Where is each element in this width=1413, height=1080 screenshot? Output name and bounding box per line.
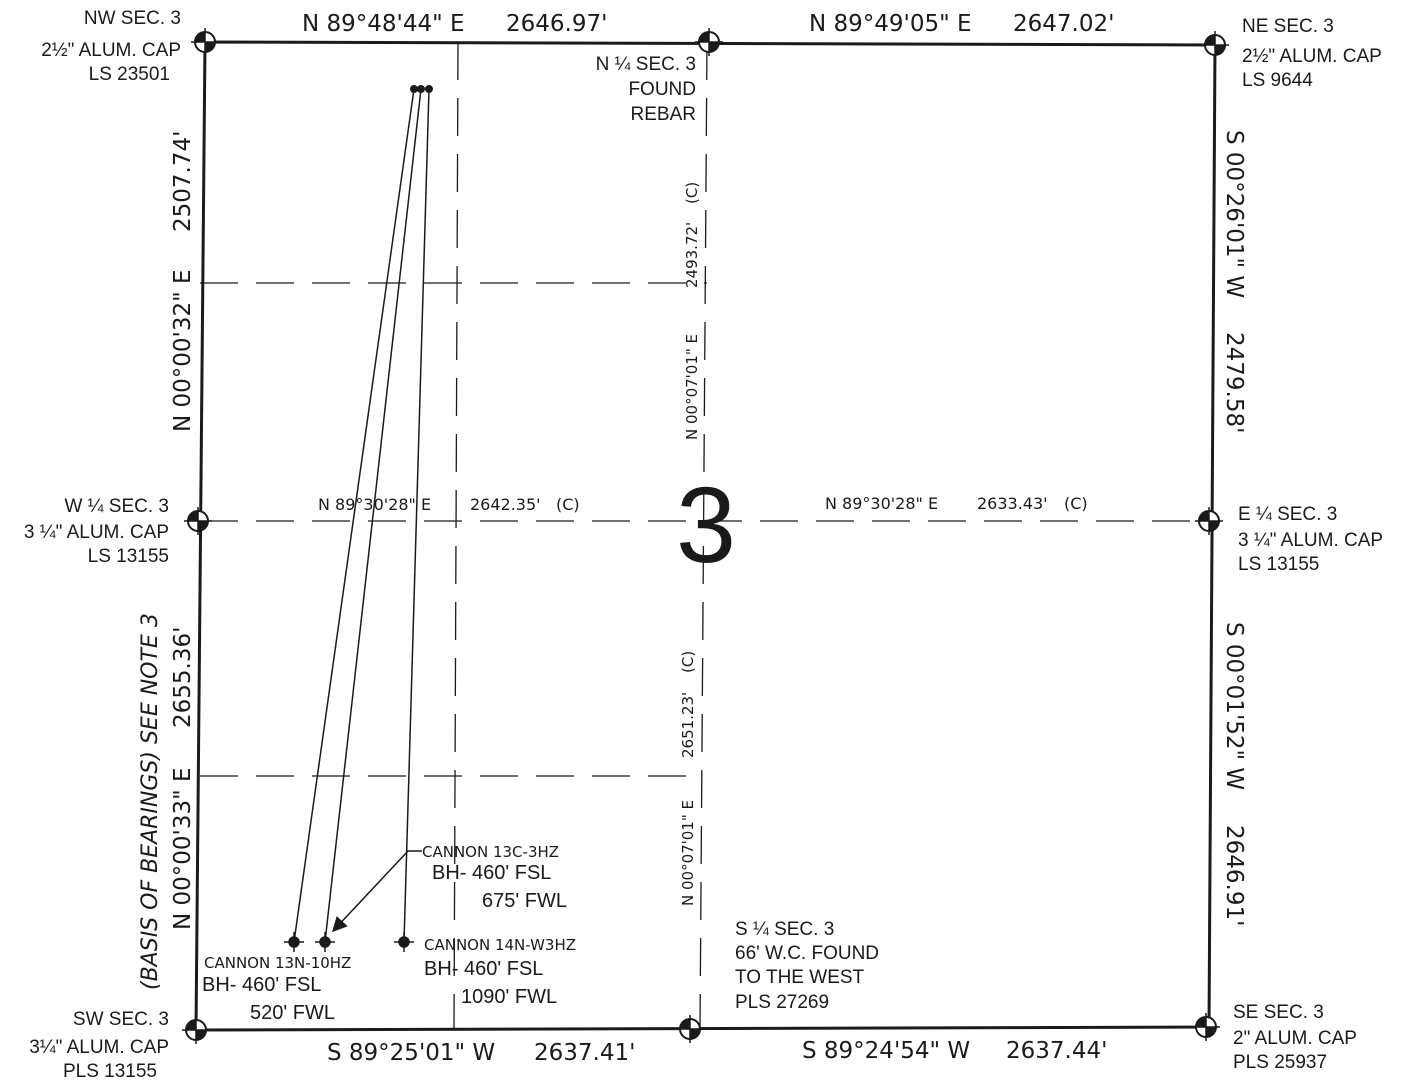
svg-text:675' FWL: 675' FWL [482, 890, 567, 912]
svg-text:CANNON 14N-W3HZ: CANNON 14N-W3HZ [424, 936, 576, 954]
north-east-distance: 2647.02' [1013, 11, 1114, 37]
svg-text:2½" ALUM. CAP: 2½" ALUM. CAP [41, 40, 181, 61]
south-west-distance: 2637.41' [534, 1040, 635, 1066]
center-west-distance: 2642.35' [470, 495, 541, 514]
west-south-bearing: N 00°00'33" E [170, 767, 196, 930]
corner-label-n-quarter: N ¼ SEC. 3 FOUND REBAR [596, 54, 696, 125]
corner-label-se: SE SEC. 3 2" ALUM. CAP PLS 25937 [1233, 1002, 1357, 1073]
monuments [182, 28, 1229, 1044]
svg-text:CANNON 13N-10HZ: CANNON 13N-10HZ [204, 954, 351, 972]
south-west-bearing: S 89°25'01" W [327, 1040, 495, 1066]
svg-text:LS 13155: LS 13155 [1238, 554, 1319, 575]
center-south-distance: 2651.23' [679, 692, 697, 758]
corner-label-nw: NW SEC. 3 2½" ALUM. CAP LS 23501 [41, 8, 181, 85]
monument-w-quarter [184, 507, 212, 535]
north-west-distance: 2646.97' [506, 11, 607, 37]
monument-ne [1201, 31, 1229, 59]
monument-sw [182, 1016, 210, 1044]
svg-text:W ¼ SEC. 3: W ¼ SEC. 3 [64, 496, 169, 517]
monument-nw [191, 28, 219, 56]
center-north-calc: (C) [683, 182, 701, 204]
svg-text:REBAR: REBAR [631, 104, 696, 125]
svg-text:66' W.C. FOUND: 66' W.C. FOUND [735, 943, 879, 964]
svg-text:3 ¼" ALUM. CAP: 3 ¼" ALUM. CAP [1238, 530, 1383, 551]
center-south-calc: (C) [679, 651, 697, 673]
svg-text:BH- 460' FSL: BH- 460' FSL [424, 958, 543, 980]
west-south-distance: 2655.36' [170, 627, 196, 728]
svg-text:E ¼ SEC. 3: E ¼ SEC. 3 [1238, 504, 1337, 525]
svg-text:LS 13155: LS 13155 [88, 546, 169, 567]
corner-label-e-quarter: E ¼ SEC. 3 3 ¼" ALUM. CAP LS 13155 [1238, 504, 1383, 575]
svg-text:BH- 460' FSL: BH- 460' FSL [202, 974, 321, 996]
svg-text:NW SEC. 3: NW SEC. 3 [84, 8, 181, 29]
svg-text:3¼" ALUM. CAP: 3¼" ALUM. CAP [29, 1037, 169, 1058]
svg-text:BH- 460' FSL: BH- 460' FSL [432, 862, 551, 884]
svg-text:SE SEC. 3: SE SEC. 3 [1233, 1002, 1324, 1023]
well-label-13c-3hz: CANNON 13C-3HZ BH- 460' FSL 675' FWL [422, 843, 567, 912]
leader-13c-3hz [331, 850, 422, 933]
north-east-bearing: N 89°49'05" E [809, 11, 972, 37]
center-west-bearing: N 89°30'28" E [318, 495, 431, 514]
center-west-calc: (C) [556, 495, 580, 514]
surface-location-1 [410, 85, 418, 93]
svg-text:FOUND: FOUND [628, 79, 696, 100]
center-south-bearing: N 00°07'01" E [679, 800, 697, 906]
north-west-bearing: N 89°48'44" E [302, 11, 465, 37]
svg-text:LS 23501: LS 23501 [89, 64, 170, 85]
svg-text:TO THE WEST: TO THE WEST [735, 967, 865, 988]
west-north-distance: 2507.74' [170, 131, 196, 232]
east-north-distance: 2479.58' [1221, 332, 1247, 433]
surface-location-2 [417, 85, 425, 93]
monument-n-quarter [695, 28, 723, 56]
well-label-13n-10hz: CANNON 13N-10HZ BH- 460' FSL 520' FWL [202, 954, 351, 1024]
center-north-distance: 2493.72' [683, 222, 701, 288]
svg-text:3 ¼" ALUM. CAP: 3 ¼" ALUM. CAP [24, 522, 169, 543]
center-east-bearing: N 89°30'28" E [825, 494, 938, 513]
corner-label-w-quarter: W ¼ SEC. 3 3 ¼" ALUM. CAP LS 13155 [24, 496, 169, 567]
bottom-hole-13c-3hz [315, 932, 335, 952]
bottom-hole-13n-10hz [284, 932, 304, 952]
corner-label-sw: SW SEC. 3 3¼" ALUM. CAP PLS 13155 [29, 1009, 169, 1080]
corner-label-s-quarter: S ¼ SEC. 3 66' W.C. FOUND TO THE WEST PL… [735, 919, 879, 1013]
center-north-bearing: N 00°07'01" E [683, 334, 701, 440]
svg-text:1090' FWL: 1090' FWL [461, 986, 557, 1008]
center-east-calc: (C) [1064, 494, 1088, 513]
west-south-basis: (BASIS OF BEARINGS) SEE NOTE 3 [138, 613, 163, 990]
lateral-14n-w3hz [403, 88, 430, 943]
center-line-vertical [699, 41, 708, 1029]
surface-location-3 [425, 85, 433, 93]
monument-se [1192, 1013, 1220, 1041]
svg-text:NE SEC. 3: NE SEC. 3 [1242, 16, 1334, 37]
lateral-13c-3hz [324, 88, 422, 943]
corner-label-ne: NE SEC. 3 2½" ALUM. CAP LS 9644 [1242, 16, 1382, 91]
bottom-hole-14n-w3hz [394, 932, 414, 952]
east-south-bearing: S 00°01'52" W [1221, 622, 1247, 790]
svg-text:CANNON 13C-3HZ: CANNON 13C-3HZ [422, 843, 559, 861]
east-south-distance: 2646.91' [1221, 825, 1247, 926]
monument-e-quarter [1195, 507, 1223, 535]
svg-text:PLS 13155: PLS 13155 [63, 1061, 157, 1080]
well-label-14n-w3hz: CANNON 14N-W3HZ BH- 460' FSL 1090' FWL [424, 936, 576, 1008]
center-east-distance: 2633.43' [977, 494, 1048, 513]
sixteenth-line-vertical [453, 41, 459, 1029]
svg-text:S ¼ SEC. 3: S ¼ SEC. 3 [735, 919, 834, 940]
svg-text:LS 9644: LS 9644 [1242, 70, 1313, 91]
svg-text:N ¼ SEC. 3: N ¼ SEC. 3 [596, 54, 696, 75]
lateral-13n-10hz [293, 88, 415, 943]
svg-text:PLS 27269: PLS 27269 [735, 992, 829, 1013]
svg-text:PLS 25937: PLS 25937 [1233, 1052, 1327, 1073]
svg-text:2" ALUM. CAP: 2" ALUM. CAP [1233, 1028, 1357, 1049]
svg-text:520' FWL: 520' FWL [250, 1002, 335, 1024]
section-number: 3 [676, 464, 736, 585]
monument-s-quarter [676, 1015, 704, 1043]
east-north-bearing: S 00°26'01" W [1221, 130, 1247, 298]
svg-text:2½" ALUM. CAP: 2½" ALUM. CAP [1242, 46, 1382, 67]
svg-text:SW SEC. 3: SW SEC. 3 [73, 1009, 169, 1030]
south-east-bearing: S 89°24'54" W [802, 1038, 970, 1064]
south-east-distance: 2637.44' [1006, 1038, 1107, 1064]
west-north-bearing: N 00°00'32" E [170, 269, 196, 432]
